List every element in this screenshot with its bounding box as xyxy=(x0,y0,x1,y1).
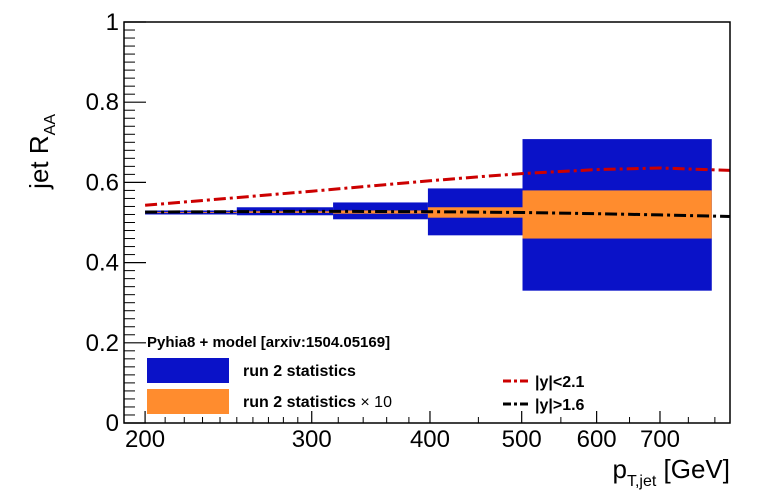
x-axis-title: pT,jet [GeV] xyxy=(612,454,730,490)
axis-ticks xyxy=(124,21,716,424)
x-tick-label-4: 600 xyxy=(577,426,617,453)
legend-swatch-run2-x10 xyxy=(147,389,229,414)
band-1-bin-0 xyxy=(145,212,237,213)
y-axis-title: jet RAA xyxy=(24,114,59,190)
legend-label-y-gt-1.6: |y|>1.6 xyxy=(535,397,585,414)
legend-label-run2: run 2 statistics xyxy=(243,363,356,380)
x-tick-label-5: 700 xyxy=(640,426,680,453)
x-axis-title-sub: T,jet xyxy=(627,473,657,490)
y-tick-label-0: 0 xyxy=(106,410,119,437)
uncertainty-bands xyxy=(145,139,712,291)
legend-title: Pyhia8 + model [arxiv:1504.05169] xyxy=(147,334,390,351)
x-axis-title-main: p xyxy=(612,454,626,484)
y-axis-title-sub: AA xyxy=(42,114,59,136)
legend-label-run2-x10-main: run 2 statistics xyxy=(243,394,360,411)
legend-label-y-lt-2.1: |y|<2.1 xyxy=(535,374,585,391)
series-line-1 xyxy=(145,209,731,218)
x-tick-label-2: 400 xyxy=(410,426,450,453)
legend-label-run2-x10: run 2 statistics × 10 xyxy=(243,394,392,411)
x-axis-title-unit: [GeV] xyxy=(656,454,730,484)
y-tick-label-4: 0.8 xyxy=(86,89,119,116)
y-tick-label-5: 1 xyxy=(106,9,119,36)
series-line-0 xyxy=(144,166,731,207)
legend: Pyhia8 + model [arxiv:1504.05169] run 2 … xyxy=(147,334,585,414)
x-tick-label-1: 300 xyxy=(292,426,332,453)
x-tick-label-0: 200 xyxy=(125,426,165,453)
y-axis-title-main: jet R xyxy=(24,135,54,189)
y-tick-label-2: 0.4 xyxy=(86,250,119,277)
legend-label-run2-x10-symbol: × 10 xyxy=(360,394,392,411)
model-curves xyxy=(144,166,731,218)
legend-swatch-run2 xyxy=(147,358,229,383)
y-tick-label-1: 0.2 xyxy=(86,330,119,357)
y-tick-label-3: 0.6 xyxy=(86,169,119,196)
x-tick-label-3: 500 xyxy=(502,426,542,453)
axis-tick-labels: 0 0.2 0.4 0.6 0.8 1 200 300 400 500 600 700 xyxy=(86,9,680,453)
